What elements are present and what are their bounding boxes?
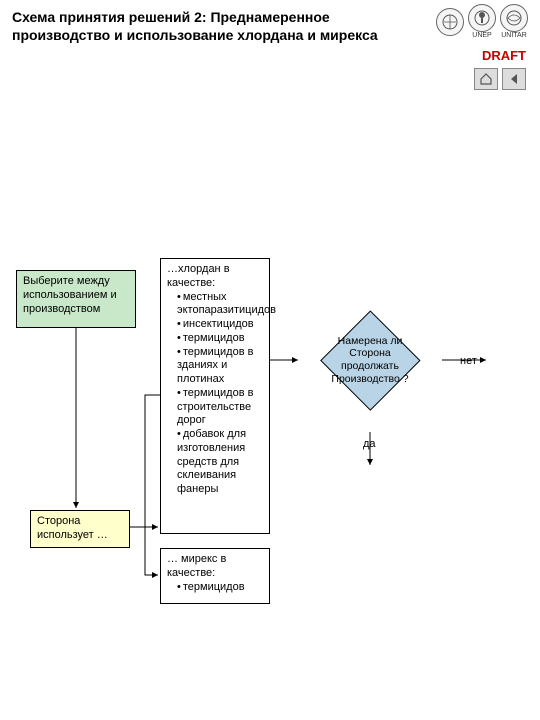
node-uses-text: Сторона использует … bbox=[37, 515, 108, 541]
flowchart-canvas: Выберите между использованием и производ… bbox=[0, 0, 540, 720]
node-select-text: Выберите между использованием и производ… bbox=[23, 275, 117, 315]
node-chlordan-list: местных эктопаразитицидовинсектицидовтер… bbox=[167, 291, 263, 497]
list-item: добавок для изготовления средств для скл… bbox=[177, 428, 263, 497]
node-chlordan-header: …хлордан в качестве: bbox=[167, 263, 263, 291]
decision-text: Намерена ли Сторона продолжать Производс… bbox=[320, 310, 420, 410]
list-item: термицидов в зданиях и плотинах bbox=[177, 346, 263, 387]
node-uses: Сторона использует … bbox=[30, 510, 130, 548]
label-no: нет bbox=[460, 355, 477, 367]
node-mirex-list: термицидов bbox=[167, 581, 263, 595]
node-select: Выберите между использованием и производ… bbox=[16, 270, 136, 328]
list-item: местных эктопаразитицидов bbox=[177, 291, 263, 319]
node-mirex: … мирекс в качестве: термицидов bbox=[160, 548, 270, 604]
list-item: инсектицидов bbox=[177, 318, 263, 332]
node-chlordan: …хлордан в качестве: местных эктопаразит… bbox=[160, 258, 270, 534]
list-item: термицидов bbox=[177, 581, 263, 595]
list-item: термицидов в строительстве дорог bbox=[177, 387, 263, 428]
list-item: термицидов bbox=[177, 332, 263, 346]
node-mirex-header: … мирекс в качестве: bbox=[167, 553, 263, 581]
node-decision: Намерена ли Сторона продолжать Производс… bbox=[320, 310, 420, 410]
label-yes: да bbox=[363, 438, 376, 450]
arrows-layer bbox=[0, 0, 540, 720]
